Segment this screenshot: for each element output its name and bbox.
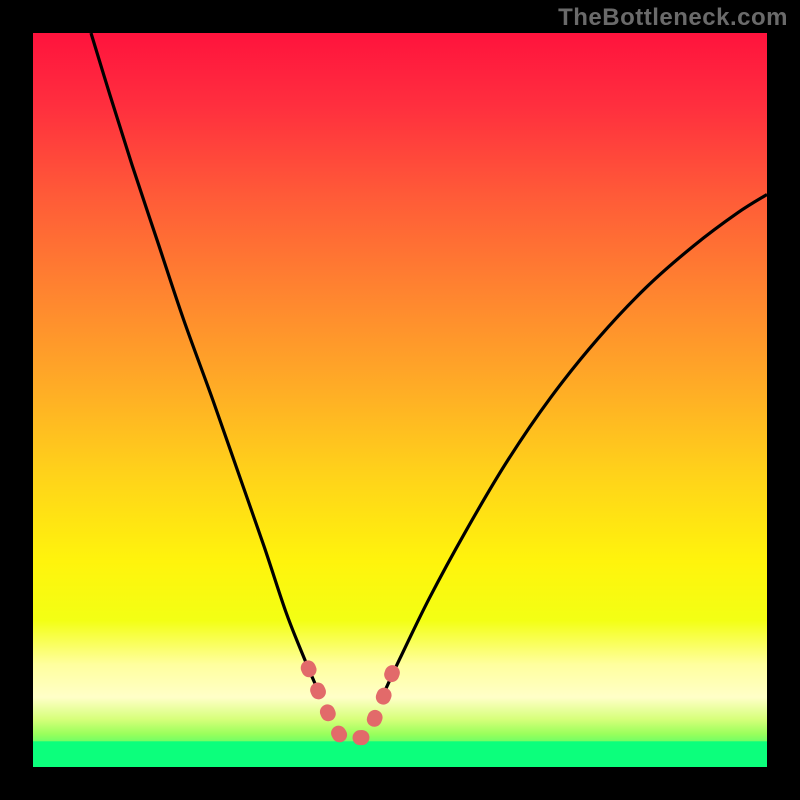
green-band [33,741,767,767]
chart-frame: TheBottleneck.com [0,0,800,800]
plot-area [33,33,767,767]
chart-svg [33,33,767,767]
watermark-text: TheBottleneck.com [558,4,788,32]
